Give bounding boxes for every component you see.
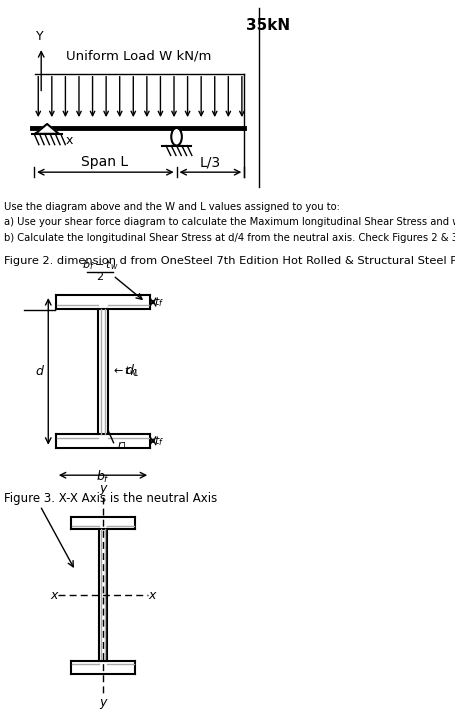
Text: $r_1$: $r_1$ [116,439,127,452]
Text: x: x [51,588,58,602]
Text: $b_f - t_w$: $b_f - t_w$ [81,258,118,272]
Text: b) Calculate the longitudinal Shear Stress at d/4 from the neutral axis. Check F: b) Calculate the longitudinal Shear Stre… [4,233,455,243]
Text: $\leftarrow$$t_w$: $\leftarrow$$t_w$ [111,364,136,379]
Text: x: x [148,588,155,602]
Text: x: x [66,134,73,147]
Text: Span L: Span L [81,155,128,169]
Text: Y: Y [35,30,43,43]
Polygon shape [35,124,59,134]
Circle shape [171,128,182,145]
Text: 35kN: 35kN [245,18,289,33]
Text: Use the diagram above and the W and L values assigned to you to:: Use the diagram above and the W and L va… [4,201,339,212]
Text: $t_f$: $t_f$ [154,434,164,447]
Text: Uniform Load W kN/m: Uniform Load W kN/m [66,50,211,62]
Text: $d_1$: $d_1$ [125,363,139,379]
Text: Figure 2. dimension d from OneSteel 7th Edition Hot Rolled & Structural Steel Pr: Figure 2. dimension d from OneSteel 7th … [4,256,455,266]
Text: $t_f$: $t_f$ [154,295,164,309]
Text: Figure 3. X-X Axis is the neutral Axis: Figure 3. X-X Axis is the neutral Axis [4,492,216,505]
Text: $b_f$: $b_f$ [96,469,110,486]
Text: a) Use your shear force diagram to calculate the Maximum longitudinal Shear Stre: a) Use your shear force diagram to calcu… [4,218,455,228]
Text: d: d [35,365,43,378]
Text: y: y [99,696,106,708]
Text: 2: 2 [96,272,103,281]
Text: L/3: L/3 [199,155,221,169]
Text: y: y [99,482,106,495]
